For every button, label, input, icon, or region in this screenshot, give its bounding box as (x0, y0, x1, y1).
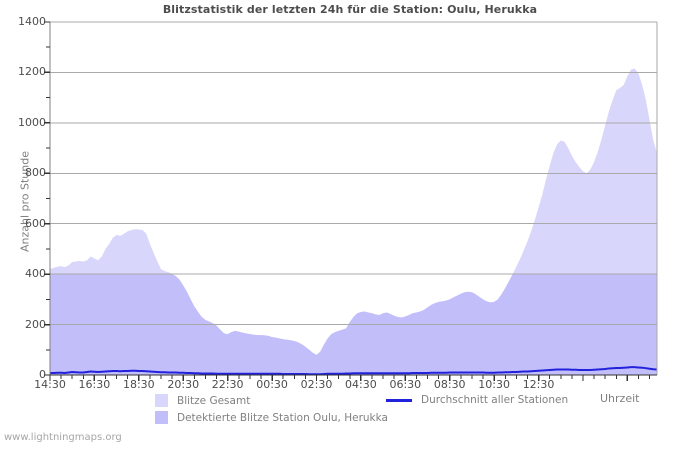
x-tick-16-30: 16:30 (78, 378, 111, 391)
x-tick-08-30: 08:30 (433, 378, 466, 391)
legend-swatch-detektierte-blitze (155, 411, 168, 424)
x-tick-06-30: 06:30 (389, 378, 422, 391)
y-tick-1000: 1000 (18, 115, 46, 129)
legend-item-detektierte-blitze: Detektierte Blitze Station Oulu, Herukka (155, 411, 388, 424)
legend-item-durchschnitt: Durchschnitt aller Stationen (386, 394, 568, 406)
x-tick-12-30: 12:30 (522, 378, 555, 391)
legend-label-detektierte-blitze: Detektierte Blitze Station Oulu, Herukka (177, 411, 388, 424)
x-tick-14-30: 14:30 (34, 378, 66, 391)
y-tick-0: 0 (39, 368, 46, 381)
x-tick-10-30: 10:30 (478, 378, 510, 391)
y-tick-200: 200 (25, 317, 46, 331)
legend-line-durchschnitt (386, 398, 412, 402)
x-tick-22-30: 22:30 (211, 378, 244, 391)
x-tick-04-30: 04:30 (345, 378, 377, 391)
chart-title: Blitzstatistik der letzten 24h für die S… (162, 3, 538, 16)
x-tick-18-30: 18:30 (122, 378, 155, 391)
y-tick-600: 600 (25, 216, 46, 230)
x-tick-20-30: 20:30 (167, 378, 200, 391)
y-axis-tick-labels: 0 200 400 600 800 1000 1200 1400 (0, 0, 46, 381)
x-tick-02-30: 02:30 (300, 378, 333, 391)
legend-label-durchschnitt: Durchschnitt aller Stationen (421, 394, 569, 406)
x-tick-00-30: 00:30 (256, 378, 288, 391)
legend-item-blitze-gesamt: Blitze Gesamt (155, 394, 250, 407)
y-tick-1400: 1400 (18, 15, 46, 28)
legend-swatch-blitze-gesamt (155, 394, 168, 407)
y-tick-400: 400 (25, 267, 46, 281)
source-attribution: www.lightningmaps.org (4, 432, 122, 443)
chart-legend: Blitze Gesamt Detektierte Blitze Station… (0, 394, 700, 434)
x-axis-label: Uhrzeit (600, 392, 640, 405)
y-tick-800: 800 (25, 166, 46, 180)
legend-label-blitze-gesamt: Blitze Gesamt (177, 394, 251, 407)
y-tick-1200: 1200 (18, 65, 46, 79)
